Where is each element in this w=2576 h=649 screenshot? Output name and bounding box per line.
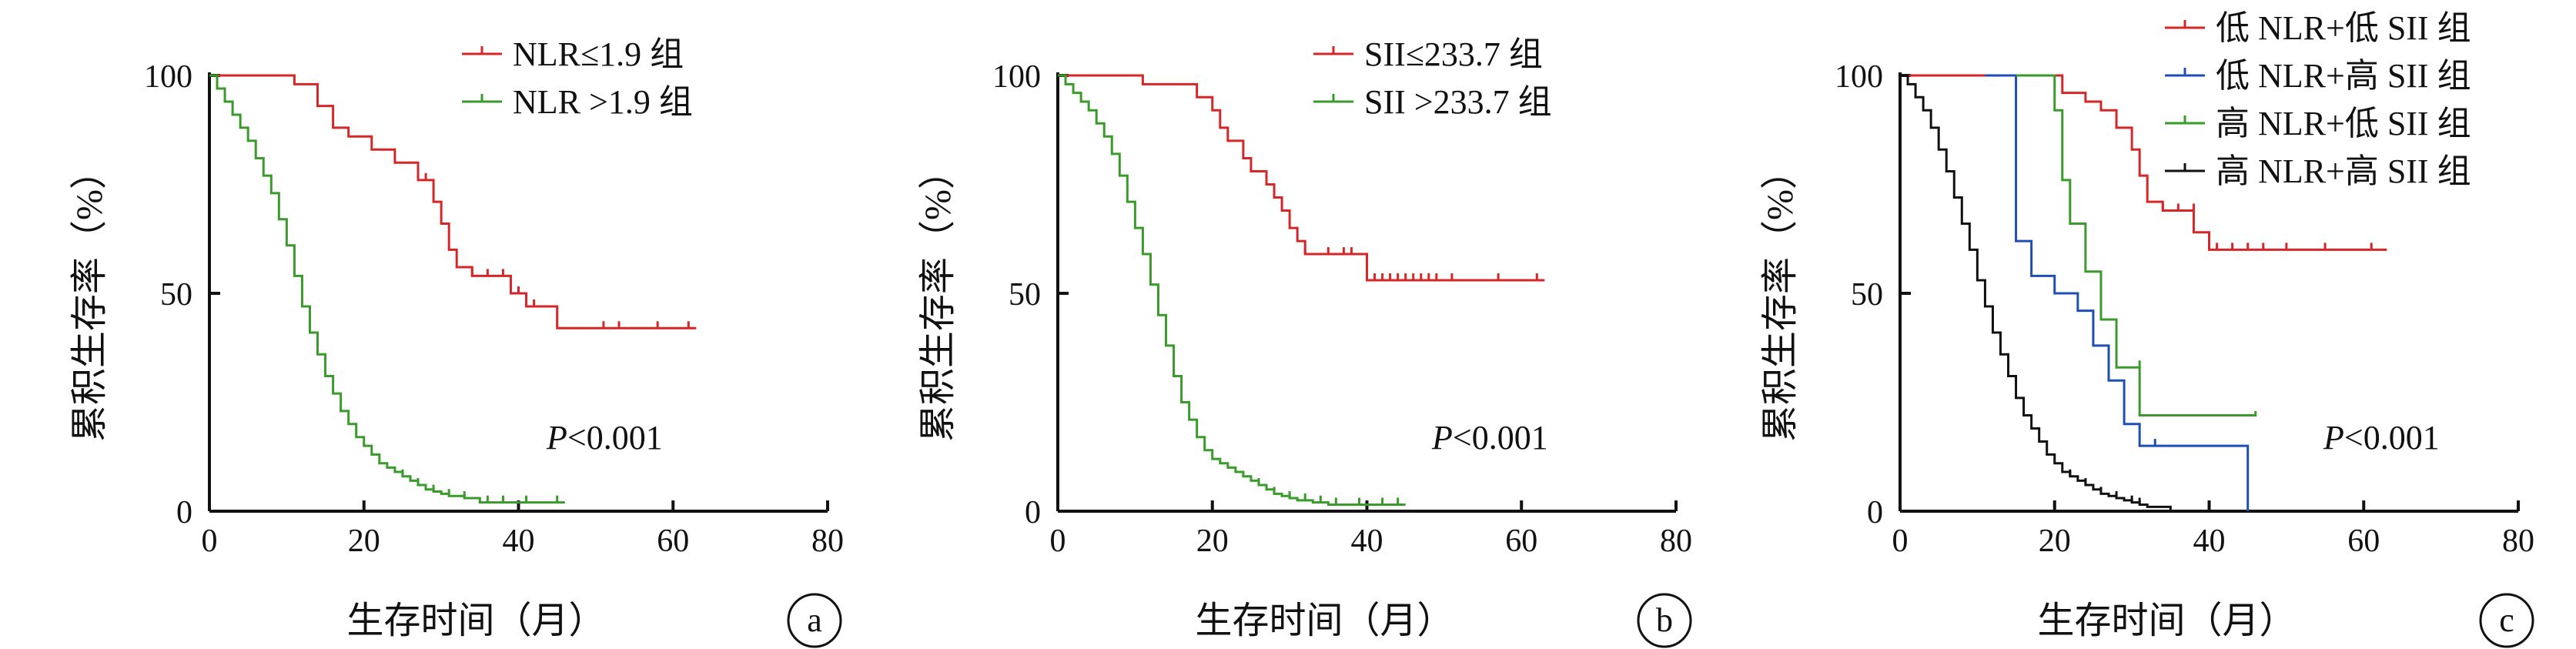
x-tick-label: 40 xyxy=(1351,524,1383,559)
km-curve-2 xyxy=(209,74,565,504)
y-tick-label: 0 xyxy=(176,495,192,530)
panel-letter: a xyxy=(807,601,822,639)
x-tick-label: 0 xyxy=(1050,524,1066,559)
x-tick-label: 0 xyxy=(1892,524,1909,559)
x-tick-label: 60 xyxy=(2347,524,2380,559)
x-tick-label: 80 xyxy=(1660,524,1692,559)
y-tick-label: 50 xyxy=(160,277,192,313)
panel-letter: b xyxy=(1656,601,1673,639)
y-tick-label: 50 xyxy=(1851,277,1883,313)
legend-label: 高 NLR+低 SII 组 xyxy=(2216,105,2471,142)
legend-label: SII >233.7 组 xyxy=(1364,83,1552,121)
p-value-annotation: P<0.001 xyxy=(2323,419,2440,457)
x-tick-label: 80 xyxy=(2502,524,2534,559)
x-axis-title: 生存时间（月） xyxy=(1195,600,1454,641)
x-tick-label: 40 xyxy=(503,524,535,559)
x-axis-title: 生存时间（月） xyxy=(2037,600,2296,641)
y-axis-title: 累积生存率（%） xyxy=(918,152,958,442)
chart-panel-b: 0 20 40 60 80 0 50 100 生存时间（月） 累积生存率（%） SII≤233.7 … xyxy=(918,35,1692,648)
y-tick-label: 100 xyxy=(1835,59,1883,95)
chart-panel-c: 0 20 40 60 80 0 50 100 生存时间（月） 累积生存率（%） 低 NLR+低 SI… xyxy=(1760,9,2534,648)
x-tick-label: 20 xyxy=(1196,524,1229,559)
legend-label: NLR >1.9 组 xyxy=(513,83,693,121)
legend-label: 低 NLR+低 SII 组 xyxy=(2216,9,2471,47)
p-value-annotation: P<0.001 xyxy=(546,419,663,457)
x-tick-label: 40 xyxy=(2193,524,2226,559)
x-tick-label: 20 xyxy=(2039,524,2071,559)
panel-letter: c xyxy=(2499,601,2514,639)
km-curve-1 xyxy=(1058,74,1545,282)
panel-letter-circle xyxy=(2479,593,2534,648)
panel-letter-circle xyxy=(1637,593,1692,648)
km-curve-1 xyxy=(1900,74,2387,251)
x-tick-label: 60 xyxy=(1505,524,1537,559)
y-axis-title: 累积生存率（%） xyxy=(1760,152,1801,442)
legend-label: 低 NLR+高 SII 组 xyxy=(2216,57,2471,95)
legend-label: NLR≤1.9 组 xyxy=(513,35,684,73)
y-tick-label: 0 xyxy=(1867,495,1883,530)
x-tick-label: 0 xyxy=(202,524,218,559)
x-tick-label: 20 xyxy=(348,524,380,559)
p-value-annotation: P<0.001 xyxy=(1431,419,1548,457)
y-tick-label: 100 xyxy=(144,59,192,95)
x-axis-title: 生存时间（月） xyxy=(346,600,605,641)
legend-label: SII≤233.7 组 xyxy=(1364,35,1543,73)
y-tick-label: 50 xyxy=(1009,277,1041,313)
legend-label: 高 NLR+高 SII 组 xyxy=(2216,152,2471,190)
km-curve-4 xyxy=(1900,74,2172,511)
y-axis-title: 累积生存率（%） xyxy=(69,152,110,442)
x-tick-label: 80 xyxy=(811,524,844,559)
km-curve-1 xyxy=(209,74,697,330)
x-tick-label: 60 xyxy=(657,524,689,559)
y-tick-label: 100 xyxy=(992,59,1041,95)
chart-panel-a: 0 20 40 60 80 0 50 100 生存时间（月） 累积生存率（%） NLR≤1.9 组 N… xyxy=(69,35,844,648)
y-tick-label: 0 xyxy=(1025,495,1041,530)
km-curve-2 xyxy=(1985,74,2250,511)
panel-letter-circle xyxy=(787,593,842,648)
